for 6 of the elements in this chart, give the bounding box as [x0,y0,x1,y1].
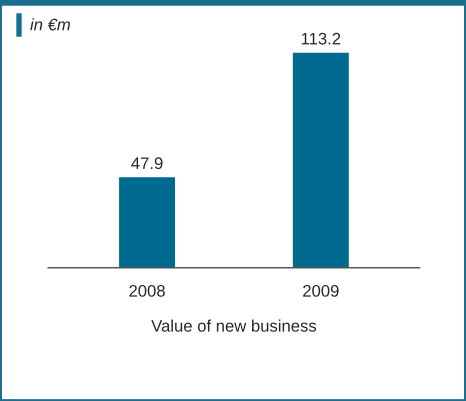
data-label: 113.2 [302,32,340,45]
x-axis-title: Value of new business [151,320,316,332]
x-tick-label: 2008 [129,284,165,297]
x-tick-label: 2009 [303,284,339,297]
data-label: 47.9 [131,157,162,170]
chart-title: in €m [30,18,70,30]
